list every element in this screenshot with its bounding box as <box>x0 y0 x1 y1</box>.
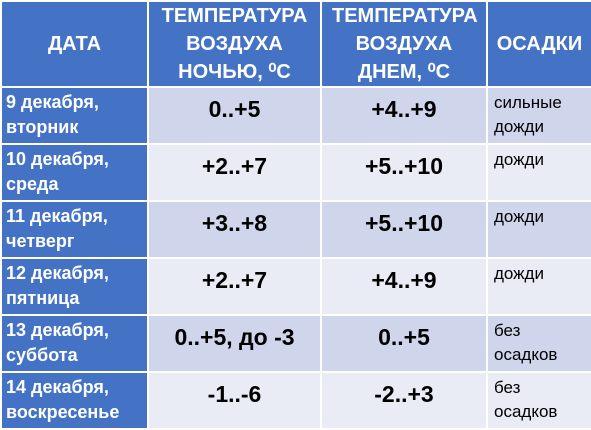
precipitation-cell: сильные дожди <box>486 86 591 145</box>
night-temp-cell: 0..+5 <box>147 86 322 145</box>
night-temp-cell: -1..-6 <box>147 371 322 430</box>
date-cell: 14 декабря, воскресенье <box>0 371 149 430</box>
precipitation-cell: без осадков <box>486 314 591 373</box>
day-temp-cell: +5..+10 <box>320 143 488 202</box>
night-temp-cell: +3..+8 <box>147 200 322 259</box>
table-row: 10 декабря, среда +2..+7 +5..+10 дожди <box>0 143 591 202</box>
date-cell: 9 декабря, вторник <box>0 86 149 145</box>
day-temp-cell: +5..+10 <box>320 200 488 259</box>
header-row: ДАТА ТЕМПЕРАТУРА ВОЗДУХА НОЧЬЮ, ⁰С ТЕМПЕРА… <box>0 0 591 88</box>
table-row: 12 декабря, пятница +2..+7 +4..+9 дожди <box>0 257 591 316</box>
header-cell: ТЕМПЕРАТУРА ВОЗДУХА НОЧЬЮ, ⁰С <box>147 0 322 88</box>
date-cell: 10 декабря, среда <box>0 143 149 202</box>
night-temp-cell: 0..+5, до -3 <box>147 314 322 373</box>
night-temp-cell: +2..+7 <box>147 143 322 202</box>
day-temp-cell: +4..+9 <box>320 257 488 316</box>
header-cell: ТЕМПЕРАТУРА ВОЗДУХА ДНЕМ, ⁰С <box>320 0 488 88</box>
table-row: 9 декабря, вторник 0..+5 +4..+9 сильные дож… <box>0 86 591 145</box>
day-temp-cell: +4..+9 <box>320 86 488 145</box>
table-body: 9 декабря, вторник 0..+5 +4..+9 сильные дож… <box>0 86 591 430</box>
night-temp-cell: +2..+7 <box>147 257 322 316</box>
precipitation-cell: дожди <box>486 143 591 202</box>
precipitation-cell: дожди <box>486 257 591 316</box>
date-cell: 13 декабря, суббота <box>0 314 149 373</box>
header-cell: ОСАДКИ <box>486 0 591 88</box>
header-cell: ДАТА <box>0 0 149 88</box>
table-row: 13 декабря, суббота 0..+5, до -3 0..+5 без … <box>0 314 591 373</box>
day-temp-cell: 0..+5 <box>320 314 488 373</box>
precipitation-cell: без осадков <box>486 371 591 430</box>
day-temp-cell: -2..+3 <box>320 371 488 430</box>
precipitation-cell: дожди <box>486 200 591 259</box>
table-row: 14 декабря, воскресенье -1..-6 -2..+3 без о… <box>0 371 591 430</box>
date-cell: 11 декабря, четверг <box>0 200 149 259</box>
date-cell: 12 декабря, пятница <box>0 257 149 316</box>
table-row: 11 декабря, четверг +3..+8 +5..+10 дожди <box>0 200 591 259</box>
